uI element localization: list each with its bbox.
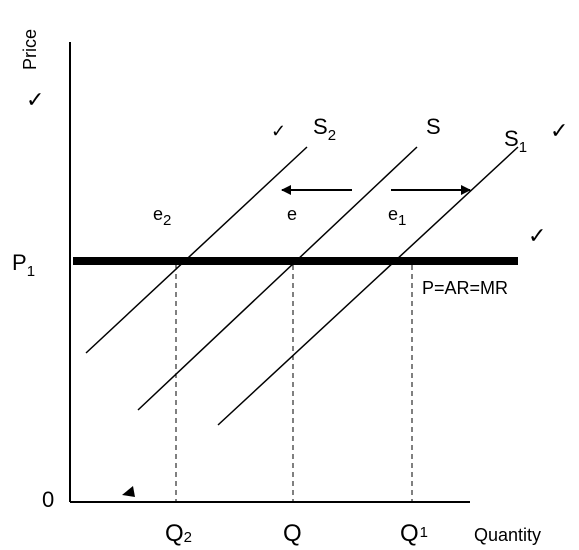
q2-label: Q2 <box>165 520 192 547</box>
q1-label: Q1 <box>400 520 428 547</box>
e1-label: e1 <box>388 204 406 229</box>
check-icon-s1: ✓ <box>550 118 568 143</box>
q-label: Q <box>283 520 302 547</box>
price-curve-label: P=AR=MR <box>422 278 508 298</box>
x-axis-label: Quantity <box>474 525 541 545</box>
origin-label: 0 <box>42 487 54 512</box>
check-icon-price: ✓ <box>26 87 44 112</box>
e2-label: e2 <box>153 204 171 229</box>
s1-label: S1 <box>504 126 527 156</box>
supply-curve-s2 <box>85 146 308 354</box>
check-icon-price-line: ✓ <box>528 223 546 248</box>
supply-curve-s <box>137 146 418 411</box>
price-level-label: P1 <box>12 250 35 280</box>
y-axis-label: Price <box>20 29 40 70</box>
e-label: e <box>287 204 297 224</box>
check-icon-s2: ✓ <box>271 121 286 141</box>
s2-label: S2 <box>313 114 336 144</box>
s-label: S <box>426 114 441 139</box>
pointer-mark-icon <box>122 486 135 497</box>
